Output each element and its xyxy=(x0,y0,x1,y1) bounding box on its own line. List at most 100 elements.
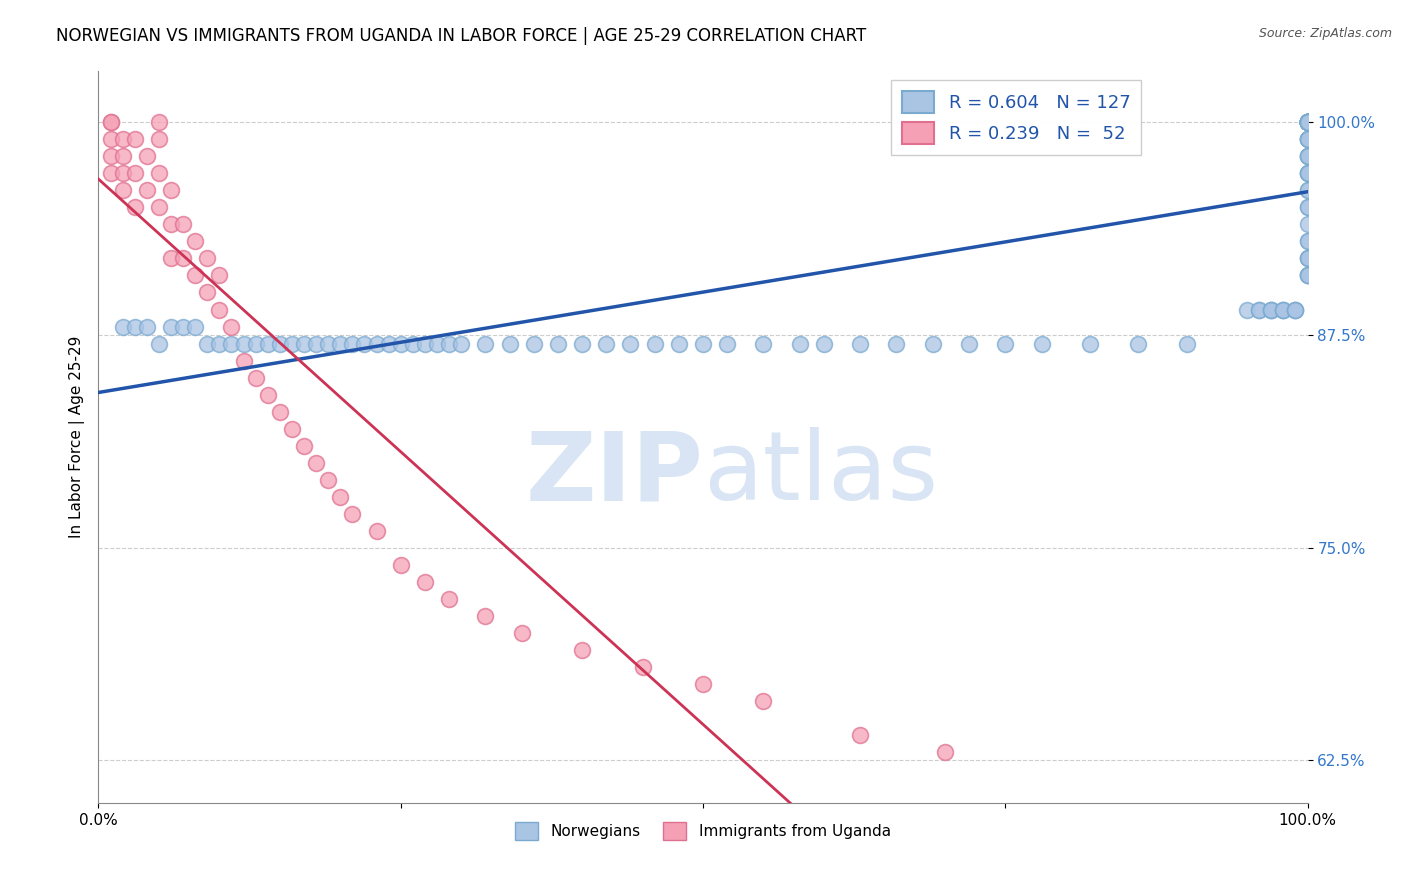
Point xyxy=(281,336,304,351)
Point xyxy=(269,336,291,351)
Point xyxy=(221,336,243,351)
Point xyxy=(1296,115,1319,129)
Point xyxy=(1296,115,1319,129)
Point xyxy=(921,336,943,351)
Point xyxy=(668,336,690,351)
Point xyxy=(1296,201,1319,215)
Point xyxy=(1296,183,1319,197)
Point xyxy=(1296,115,1319,129)
Point xyxy=(1296,115,1319,129)
Point xyxy=(256,336,278,351)
Point xyxy=(450,336,472,351)
Point xyxy=(1296,218,1319,232)
Point xyxy=(994,336,1017,351)
Point xyxy=(752,336,775,351)
Point xyxy=(1272,302,1295,317)
Point xyxy=(1296,115,1319,129)
Point xyxy=(232,353,254,368)
Point xyxy=(692,677,714,691)
Point xyxy=(111,166,134,180)
Point xyxy=(571,642,593,657)
Point xyxy=(1296,166,1319,180)
Point xyxy=(305,336,328,351)
Point xyxy=(1031,336,1053,351)
Point xyxy=(1296,115,1319,129)
Point xyxy=(245,336,267,351)
Legend: Norwegians, Immigrants from Uganda: Norwegians, Immigrants from Uganda xyxy=(509,815,897,847)
Point xyxy=(329,490,352,504)
Point xyxy=(523,336,546,351)
Point xyxy=(644,336,666,351)
Point xyxy=(1296,115,1319,129)
Point xyxy=(1296,166,1319,180)
Point xyxy=(886,336,908,351)
Point xyxy=(111,132,134,146)
Point xyxy=(934,745,956,759)
Point xyxy=(305,456,328,470)
Point xyxy=(1296,115,1319,129)
Point xyxy=(1296,115,1319,129)
Point xyxy=(1284,302,1306,317)
Point xyxy=(281,421,304,435)
Point xyxy=(957,336,980,351)
Point xyxy=(1260,302,1282,317)
Point xyxy=(184,319,207,334)
Point xyxy=(184,268,207,283)
Point xyxy=(849,728,872,742)
Point xyxy=(208,268,231,283)
Point xyxy=(474,336,496,351)
Point xyxy=(221,319,243,334)
Point xyxy=(195,252,218,266)
Point xyxy=(1296,166,1319,180)
Point xyxy=(1296,166,1319,180)
Point xyxy=(1296,132,1319,146)
Point xyxy=(148,166,170,180)
Point xyxy=(547,336,569,351)
Point xyxy=(1296,115,1319,129)
Point xyxy=(1296,115,1319,129)
Point xyxy=(100,115,122,129)
Point xyxy=(571,336,593,351)
Point xyxy=(100,115,122,129)
Point xyxy=(389,336,412,351)
Point xyxy=(1296,115,1319,129)
Point xyxy=(426,336,449,351)
Point xyxy=(619,336,641,351)
Point xyxy=(1284,302,1306,317)
Point xyxy=(135,149,157,163)
Point xyxy=(342,336,364,351)
Point xyxy=(1296,132,1319,146)
Point xyxy=(256,387,278,401)
Point xyxy=(366,524,388,538)
Point xyxy=(1296,115,1319,129)
Point xyxy=(292,439,315,453)
Point xyxy=(510,625,533,640)
Point xyxy=(316,336,339,351)
Point xyxy=(437,336,460,351)
Point xyxy=(413,574,436,589)
Point xyxy=(1249,302,1271,317)
Point xyxy=(1296,149,1319,163)
Point xyxy=(1296,115,1319,129)
Point xyxy=(1296,252,1319,266)
Point xyxy=(631,659,654,673)
Point xyxy=(269,404,291,418)
Point xyxy=(148,132,170,146)
Point xyxy=(1296,149,1319,163)
Point xyxy=(389,558,412,572)
Point xyxy=(716,336,738,351)
Point xyxy=(111,149,134,163)
Point xyxy=(342,507,364,521)
Point xyxy=(245,370,267,384)
Point xyxy=(1296,115,1319,129)
Y-axis label: In Labor Force | Age 25-29: In Labor Force | Age 25-29 xyxy=(69,336,84,538)
Point xyxy=(148,115,170,129)
Point xyxy=(160,319,183,334)
Point xyxy=(692,336,714,351)
Point xyxy=(1296,115,1319,129)
Point xyxy=(232,336,254,351)
Point xyxy=(160,252,183,266)
Point xyxy=(329,336,352,351)
Point xyxy=(1296,235,1319,249)
Point xyxy=(148,336,170,351)
